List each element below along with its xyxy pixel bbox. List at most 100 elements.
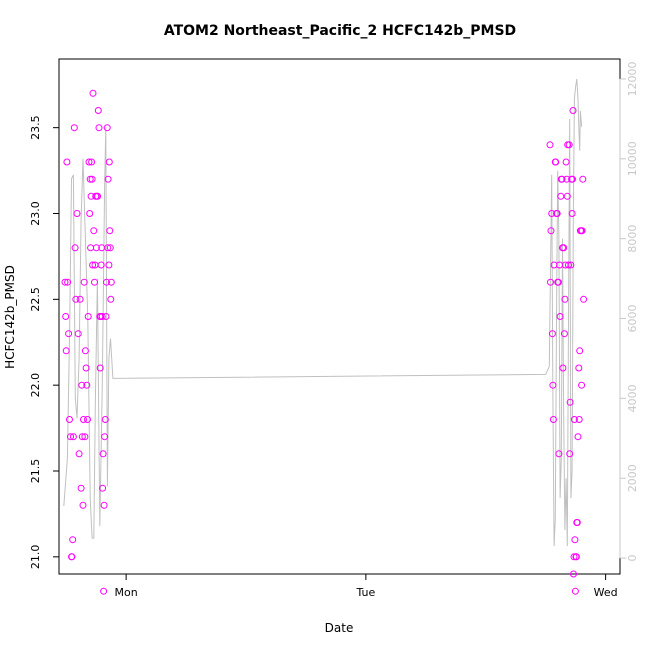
data-point (103, 278, 110, 286)
data-point (548, 330, 556, 338)
data-point (554, 278, 562, 286)
series-line-path (63, 78, 583, 547)
data-point (565, 141, 573, 149)
data-point (81, 347, 89, 355)
data-point (84, 313, 92, 320)
data-point (99, 450, 107, 458)
data-point (75, 450, 83, 458)
data-point (558, 175, 566, 183)
data-point (94, 192, 102, 200)
data-point (566, 450, 574, 458)
data-point (101, 416, 109, 423)
data-point (102, 313, 110, 320)
data-point (83, 381, 91, 389)
data-point (89, 89, 97, 97)
data-point (100, 501, 108, 509)
data-point (549, 381, 557, 389)
data-point (572, 553, 580, 561)
data-point (64, 278, 72, 286)
data-point (105, 158, 113, 166)
data-point (570, 416, 578, 423)
data-point (88, 175, 96, 183)
data-point (79, 501, 87, 509)
data-point (575, 416, 583, 423)
data-point (85, 158, 93, 166)
data-point (80, 416, 87, 423)
data-point (547, 227, 555, 235)
data-point (99, 484, 107, 492)
data-point (569, 175, 576, 183)
data-point (86, 210, 94, 217)
data-point (103, 124, 111, 132)
data-point (70, 124, 78, 132)
data-point (574, 433, 582, 441)
y-tick-label: 21.5 (29, 459, 42, 484)
plot-area (58, 58, 621, 575)
y-axis-label: HCFC142b_PMSD (3, 265, 17, 369)
y-axis-right: 0 2000 4000 6000 8000 10000 12000 (619, 61, 639, 562)
y-tick-label: 21.0 (29, 545, 42, 570)
data-point (106, 227, 114, 235)
data-point (559, 364, 567, 372)
data-point (568, 210, 576, 217)
y2-tick-label: 2000 (626, 464, 639, 492)
data-point (104, 175, 112, 183)
data-point (552, 158, 560, 166)
data-point (106, 244, 114, 252)
y-tick-label: 22.0 (29, 373, 42, 398)
x-tick-label: Mon (115, 586, 138, 599)
data-point (72, 295, 80, 303)
data-point (97, 261, 105, 269)
data-point (87, 244, 95, 252)
data-point (74, 330, 82, 338)
data-point (549, 416, 557, 423)
data-point (570, 570, 577, 578)
y2-tick-label: 4000 (626, 384, 639, 412)
data-point (82, 364, 90, 372)
data-point (78, 433, 86, 441)
data-point (557, 192, 565, 200)
data-point (95, 124, 103, 132)
data-point (61, 278, 69, 286)
data-point (562, 158, 570, 166)
data-point (107, 295, 115, 303)
data-point (578, 381, 586, 389)
x-axis-label: Date (325, 621, 354, 635)
data-point (94, 107, 102, 114)
data-point (556, 313, 564, 320)
data-point (92, 244, 100, 252)
data-point (567, 261, 575, 269)
data-point (560, 244, 568, 252)
data-point (575, 364, 583, 372)
data-point (101, 433, 109, 441)
data-point (570, 553, 578, 561)
data-point (560, 330, 568, 338)
data-point (547, 278, 554, 286)
data-point (81, 433, 89, 441)
data-point (67, 433, 74, 441)
data-point (580, 295, 588, 303)
data-point (565, 261, 572, 269)
data-point (100, 587, 108, 595)
data-point (78, 381, 86, 389)
data-point (553, 210, 561, 217)
y-tick-label: 23.5 (29, 115, 42, 139)
x-axis: Mon Tue Wed (115, 574, 618, 599)
data-point (80, 278, 88, 286)
series-points (61, 89, 588, 595)
series-line (63, 78, 583, 547)
data-point (76, 295, 84, 303)
data-point (104, 244, 112, 252)
data-point (71, 244, 79, 252)
data-point (77, 484, 85, 492)
data-point (73, 210, 81, 217)
data-point (91, 278, 98, 286)
y-tick-label: 22.5 (29, 287, 42, 312)
data-point (578, 227, 586, 235)
data-point (88, 158, 96, 166)
data-point (579, 175, 587, 183)
data-point (107, 278, 115, 286)
data-point (65, 330, 73, 338)
y2-tick-label: 0 (626, 555, 639, 562)
